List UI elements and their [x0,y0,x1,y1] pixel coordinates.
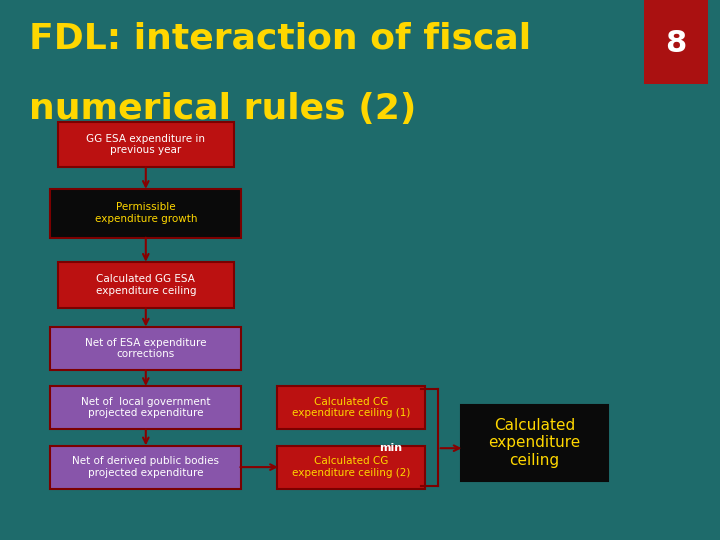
Text: Calculated GG ESA
expenditure ceiling: Calculated GG ESA expenditure ceiling [96,274,196,296]
Text: Net of ESA expenditure
corrections: Net of ESA expenditure corrections [85,338,207,359]
Text: 8: 8 [665,29,687,58]
Text: Calculated
expenditure
ceiling: Calculated expenditure ceiling [488,418,581,468]
FancyBboxPatch shape [50,446,241,489]
Text: numerical rules (2): numerical rules (2) [29,92,416,126]
FancyBboxPatch shape [50,189,241,238]
FancyBboxPatch shape [50,327,241,370]
FancyBboxPatch shape [277,386,425,429]
FancyBboxPatch shape [50,386,241,429]
Text: GG ESA expenditure in
previous year: GG ESA expenditure in previous year [86,134,205,156]
FancyBboxPatch shape [58,122,234,167]
Text: min: min [379,443,402,453]
FancyBboxPatch shape [644,0,708,84]
Text: Calculated CG
expenditure ceiling (1): Calculated CG expenditure ceiling (1) [292,397,410,418]
Text: FDL: interaction of fiscal: FDL: interaction of fiscal [29,22,531,56]
FancyBboxPatch shape [58,262,234,308]
Text: Net of derived public bodies
projected expenditure: Net of derived public bodies projected e… [72,456,220,478]
Text: Net of  local government
projected expenditure: Net of local government projected expend… [81,397,210,418]
FancyBboxPatch shape [461,405,608,481]
Text: Calculated CG
expenditure ceiling (2): Calculated CG expenditure ceiling (2) [292,456,410,478]
FancyBboxPatch shape [277,446,425,489]
Text: Permissible
expenditure growth: Permissible expenditure growth [94,202,197,224]
